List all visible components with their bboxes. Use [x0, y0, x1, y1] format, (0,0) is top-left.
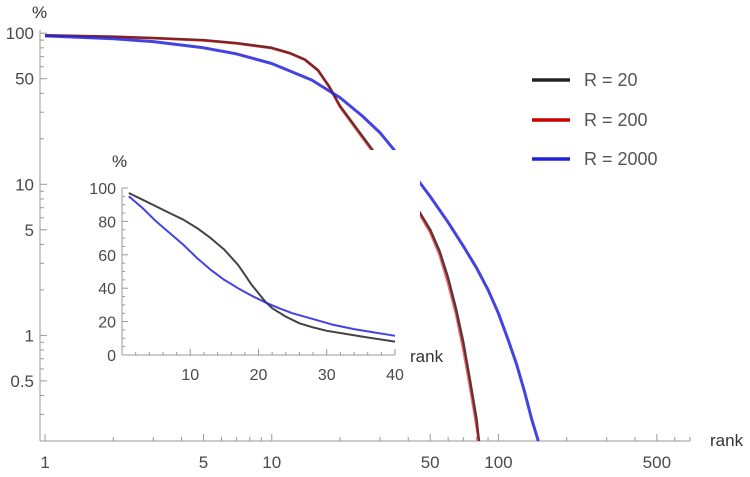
- inset-plot: 10 20 30 40 0 20 40 60 80 100 rank%: [89, 150, 444, 384]
- main-series-r-200: [44, 34, 481, 442]
- main-y-tick-label: 50: [15, 70, 34, 89]
- main-y-tick-label: 1: [25, 326, 34, 345]
- legend: R = 20 R = 200 R = 2000: [532, 70, 658, 169]
- inset-y-axis-label: %: [112, 152, 127, 171]
- main-y-tick-label: 10: [15, 175, 34, 194]
- inset-x-tick-label: 30: [318, 367, 336, 384]
- inset-x-axis-label: rank: [410, 347, 444, 366]
- inset-x-tick-label: 20: [250, 367, 268, 384]
- main-x-tick-label: 1: [40, 453, 49, 472]
- inset-y-tick-label: 20: [98, 315, 116, 332]
- main-x-axis-label: rank: [710, 431, 744, 450]
- legend-label-r20: R = 20: [584, 70, 638, 90]
- main-y-tick-label: 100: [6, 24, 34, 43]
- main-y-tick-label: 0.5: [10, 372, 34, 391]
- main-x-tick-label: 50: [421, 453, 440, 472]
- inset-y-tick-label: 60: [98, 248, 116, 265]
- inset-x-tick-label: 40: [386, 367, 404, 384]
- inset-series-r-20: [128, 192, 396, 343]
- main-y-tick-label: 5: [25, 221, 34, 240]
- inset-y-tick-label: 40: [98, 281, 116, 298]
- main-x-tick-label: 10: [262, 453, 281, 472]
- inset-x-tick-label: 10: [181, 367, 199, 384]
- legend-label-r200: R = 200: [584, 110, 648, 130]
- inset-y-tick-label: 0: [107, 348, 116, 365]
- main-x-tick-label: 100: [484, 453, 512, 472]
- main-x-tick-label: 500: [643, 453, 671, 472]
- inset-y-tick-label: 80: [98, 214, 116, 231]
- inset-series-group: [128, 192, 396, 343]
- inset-background: [100, 150, 420, 380]
- main-x-tick-label: 5: [199, 453, 208, 472]
- inset-y-tick-label: 100: [89, 181, 116, 198]
- inset-axes: 10 20 30 40 0 20 40 60 80 100 rank%: [89, 152, 443, 384]
- main-y-axis-label: %: [32, 3, 47, 22]
- legend-label-r2000: R = 2000: [584, 149, 658, 169]
- inset-series-r-2000: [128, 195, 396, 337]
